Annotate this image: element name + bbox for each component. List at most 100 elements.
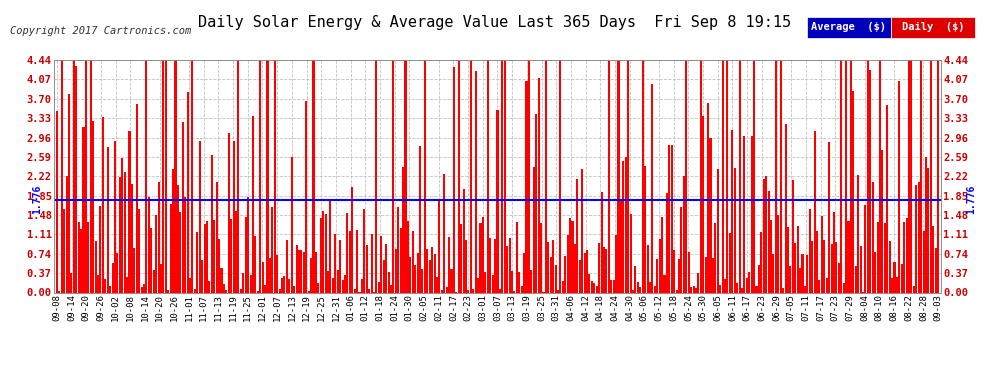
Text: Copyright 2017 Cartronics.com: Copyright 2017 Cartronics.com [10, 26, 191, 36]
Bar [422, 269, 424, 292]
Bar [344, 275, 346, 292]
Bar [223, 284, 225, 292]
Bar [256, 291, 258, 292]
Bar [828, 142, 831, 292]
Bar [533, 167, 535, 292]
Bar [743, 136, 745, 292]
Bar [291, 157, 293, 292]
Bar [574, 244, 576, 292]
Bar [896, 277, 898, 292]
Bar [544, 60, 546, 292]
Bar [903, 222, 905, 292]
Bar [375, 60, 377, 292]
Bar [767, 191, 769, 292]
Bar [429, 261, 431, 292]
Bar [908, 60, 910, 292]
Bar [467, 290, 469, 292]
Bar [446, 286, 447, 292]
Bar [727, 60, 729, 292]
Bar [245, 217, 247, 292]
Bar [911, 60, 913, 292]
Bar [243, 273, 245, 292]
Bar [208, 280, 211, 292]
Bar [353, 289, 355, 292]
Bar [918, 182, 920, 292]
Bar [833, 212, 835, 292]
Bar [640, 287, 642, 292]
Bar [346, 213, 348, 292]
Bar [845, 60, 847, 292]
Bar [465, 240, 467, 292]
Bar [112, 262, 114, 292]
Bar [121, 158, 124, 292]
Bar [407, 221, 409, 292]
Bar [898, 81, 900, 292]
Bar [571, 221, 573, 292]
Bar [189, 278, 191, 292]
Bar [734, 168, 736, 292]
Bar [826, 278, 828, 292]
Bar [536, 114, 538, 292]
Bar [199, 141, 201, 292]
Bar [930, 60, 932, 292]
Bar [538, 78, 540, 292]
Bar [693, 286, 695, 292]
Bar [492, 276, 494, 292]
Bar [561, 282, 564, 292]
Bar [867, 60, 869, 292]
Bar [690, 287, 692, 292]
Bar [755, 286, 757, 292]
Bar [772, 254, 774, 292]
Bar [642, 60, 644, 292]
Bar [841, 60, 842, 292]
Bar [269, 258, 271, 292]
Bar [310, 258, 312, 292]
Bar [780, 60, 782, 292]
Bar [351, 187, 353, 292]
Bar [452, 67, 455, 292]
Bar [656, 259, 658, 292]
Bar [448, 237, 450, 292]
Bar [479, 223, 481, 292]
Bar [286, 240, 288, 292]
Bar [97, 274, 99, 292]
Bar [320, 218, 322, 292]
Bar [293, 286, 295, 292]
Bar [697, 273, 700, 292]
Bar [804, 286, 806, 292]
Bar [387, 272, 389, 292]
Bar [784, 124, 787, 292]
Bar [620, 201, 622, 292]
Bar [732, 130, 734, 292]
Bar [683, 176, 685, 292]
Bar [477, 278, 479, 292]
Bar [496, 110, 499, 292]
Bar [358, 291, 360, 292]
Bar [278, 289, 280, 292]
Bar [494, 238, 496, 292]
Bar [126, 277, 128, 292]
Bar [196, 232, 198, 292]
Bar [879, 60, 881, 292]
Bar [439, 200, 441, 292]
Bar [283, 276, 285, 292]
Bar [628, 60, 630, 292]
Bar [511, 271, 513, 292]
Bar [675, 290, 677, 292]
Bar [540, 223, 543, 292]
Bar [792, 180, 794, 292]
Bar [824, 240, 826, 292]
Bar [886, 105, 888, 292]
Bar [549, 256, 551, 292]
Bar [712, 258, 714, 292]
Bar [75, 66, 77, 292]
Bar [523, 254, 525, 292]
Bar [273, 60, 276, 292]
Bar [240, 289, 242, 292]
Bar [722, 60, 724, 292]
Bar [630, 214, 632, 292]
Bar [281, 279, 283, 292]
Bar [745, 279, 747, 292]
Bar [414, 265, 416, 292]
Bar [300, 250, 302, 292]
